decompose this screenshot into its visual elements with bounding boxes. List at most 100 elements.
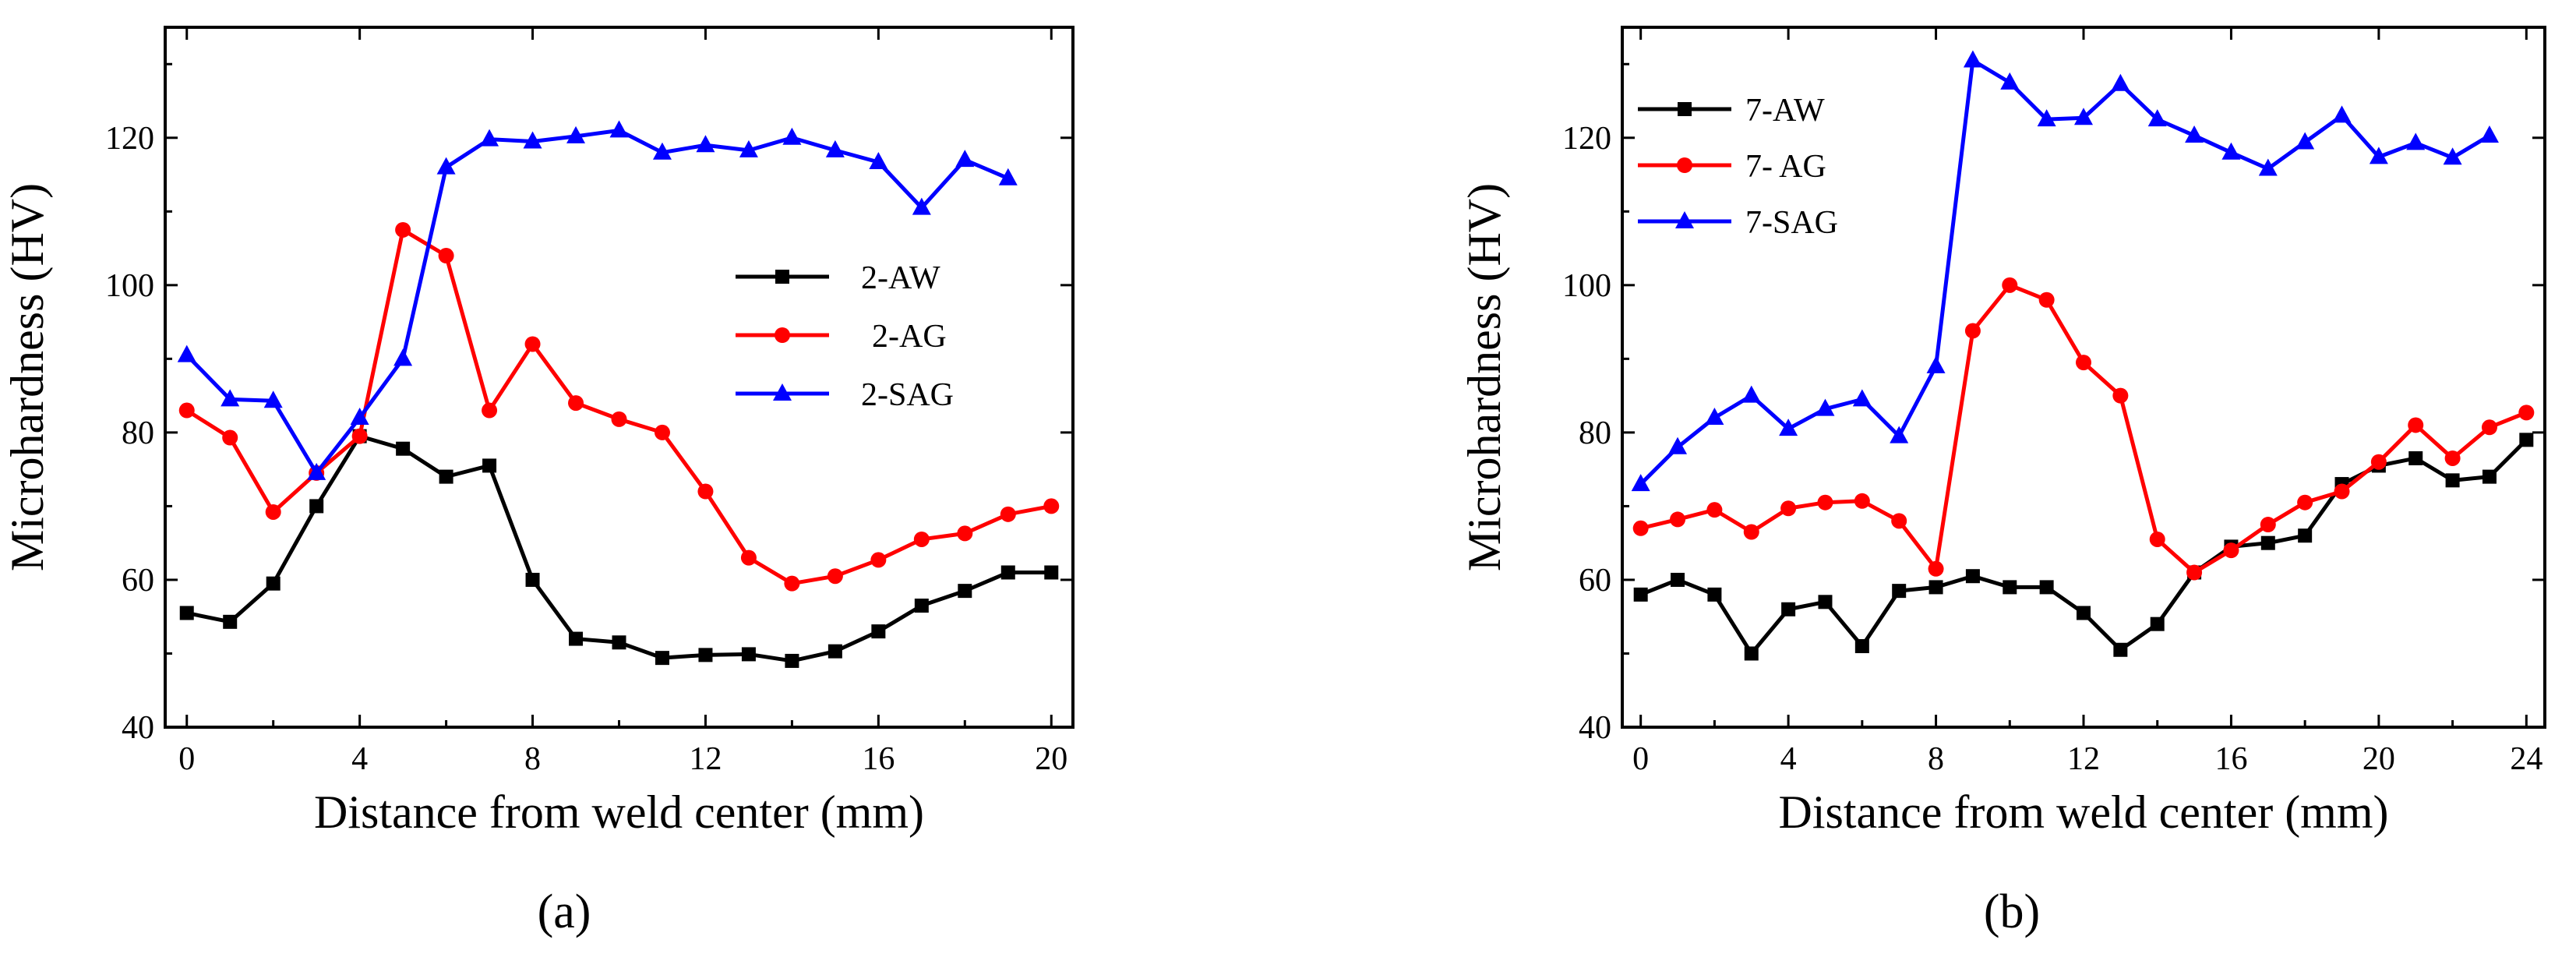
panel-label: (a) (538, 885, 591, 938)
data-point (1631, 474, 1650, 492)
data-point (827, 568, 843, 585)
x-tick-label: 12 (2067, 741, 2100, 777)
data-point (784, 575, 800, 592)
data-point (1744, 646, 1759, 661)
series-2-SAG (177, 120, 1018, 480)
data-point (696, 135, 715, 153)
series-line (1640, 283, 2528, 574)
data-point (2444, 450, 2461, 466)
data-point (827, 644, 842, 659)
data-point (222, 429, 238, 446)
data-point (2077, 606, 2091, 620)
x-tick-label: 8 (1928, 741, 1944, 777)
data-point (998, 168, 1018, 185)
data-point (1818, 595, 1833, 609)
data-point (2518, 405, 2535, 421)
series-line (185, 128, 1009, 475)
data-point (2223, 542, 2239, 559)
y-tick-label: 100 (105, 268, 154, 304)
data-point (523, 131, 542, 149)
data-point (1816, 398, 1835, 416)
data-point (1741, 385, 1761, 403)
legend-marker (775, 270, 789, 284)
data-point (179, 606, 194, 620)
y-tick-label: 40 (122, 710, 154, 746)
data-point (2003, 580, 2017, 595)
data-point (2482, 469, 2497, 484)
data-point (2406, 132, 2426, 150)
chart-a: 0 4 8 12 16 20 40 60 80 100 120 Distance from weld … (2, 26, 1075, 938)
data-point (1633, 587, 1648, 602)
data-point (740, 549, 757, 566)
legend-entry: 2-SAG (736, 377, 954, 413)
data-point (2297, 494, 2313, 511)
legend-label: 2-AW (861, 260, 940, 296)
series-line (1639, 438, 2528, 655)
data-point (654, 424, 670, 440)
y-axis-title: Microhardness (HV) (2, 183, 53, 571)
data-point (655, 651, 669, 666)
data-point (2295, 132, 2315, 150)
legend-label: 7-AW (1745, 93, 1825, 129)
data-point (1043, 498, 1060, 514)
data-point (955, 150, 975, 168)
legend-entry: 2-AW (736, 260, 940, 296)
data-point (2408, 450, 2423, 465)
data-point (350, 407, 369, 425)
series-7-SAG (1631, 50, 2499, 492)
data-point (1779, 419, 1798, 436)
legend-label: 2-SAG (861, 377, 954, 413)
data-point (913, 531, 930, 547)
legend-label: 2-AG (872, 319, 947, 355)
data-point (1963, 50, 1982, 68)
x-axis-title: Distance from weld center (mm) (1778, 786, 2388, 838)
data-point (870, 552, 887, 568)
y-tick-label: 100 (1562, 268, 1611, 304)
data-point (2221, 142, 2241, 160)
data-point (2074, 108, 2093, 125)
data-point (957, 525, 973, 542)
data-point (566, 125, 586, 143)
data-point (912, 197, 931, 215)
data-point (2445, 473, 2460, 488)
data-point (1670, 511, 1686, 528)
data-point (1854, 493, 1870, 509)
data-point (439, 469, 453, 484)
data-point (1926, 355, 1946, 373)
data-point (307, 462, 326, 480)
x-tick-label: 20 (2363, 741, 2395, 777)
data-point (2443, 147, 2462, 165)
data-point (2260, 535, 2275, 550)
data-point (1632, 520, 1649, 536)
chart-b: 0 4 8 12 16 20 24 40 60 80 100 120 Distance from wel… (1459, 26, 2546, 938)
data-point (569, 631, 584, 646)
data-point (2334, 483, 2350, 500)
data-point (612, 635, 626, 650)
y-axis-title: Microhardness (HV) (1459, 183, 1510, 571)
y-tick-label: 80 (122, 415, 154, 451)
data-point (739, 140, 758, 157)
data-point (1890, 426, 1909, 443)
data-point (2149, 531, 2165, 547)
data-point (1707, 587, 1722, 602)
data-point (525, 572, 540, 587)
legend-entry: 2-AG (736, 319, 947, 355)
data-point (741, 647, 756, 662)
legend-entry: 7-AW (1638, 93, 1825, 129)
data-point (2481, 419, 2497, 436)
data-point (393, 348, 413, 366)
data-point (2186, 564, 2203, 581)
data-point (1964, 323, 1981, 339)
data-point (1854, 639, 1869, 654)
data-point (914, 599, 929, 613)
x-tick-label: 0 (1632, 741, 1649, 777)
data-point (2260, 517, 2276, 533)
y-tick-label: 60 (122, 563, 154, 599)
data-point (869, 151, 888, 169)
x-tick-label: 12 (689, 741, 722, 777)
legend-marker (1677, 157, 1692, 173)
data-point (395, 221, 411, 238)
data-point (2258, 158, 2278, 176)
data-point (1817, 494, 1833, 511)
data-point (698, 648, 713, 662)
